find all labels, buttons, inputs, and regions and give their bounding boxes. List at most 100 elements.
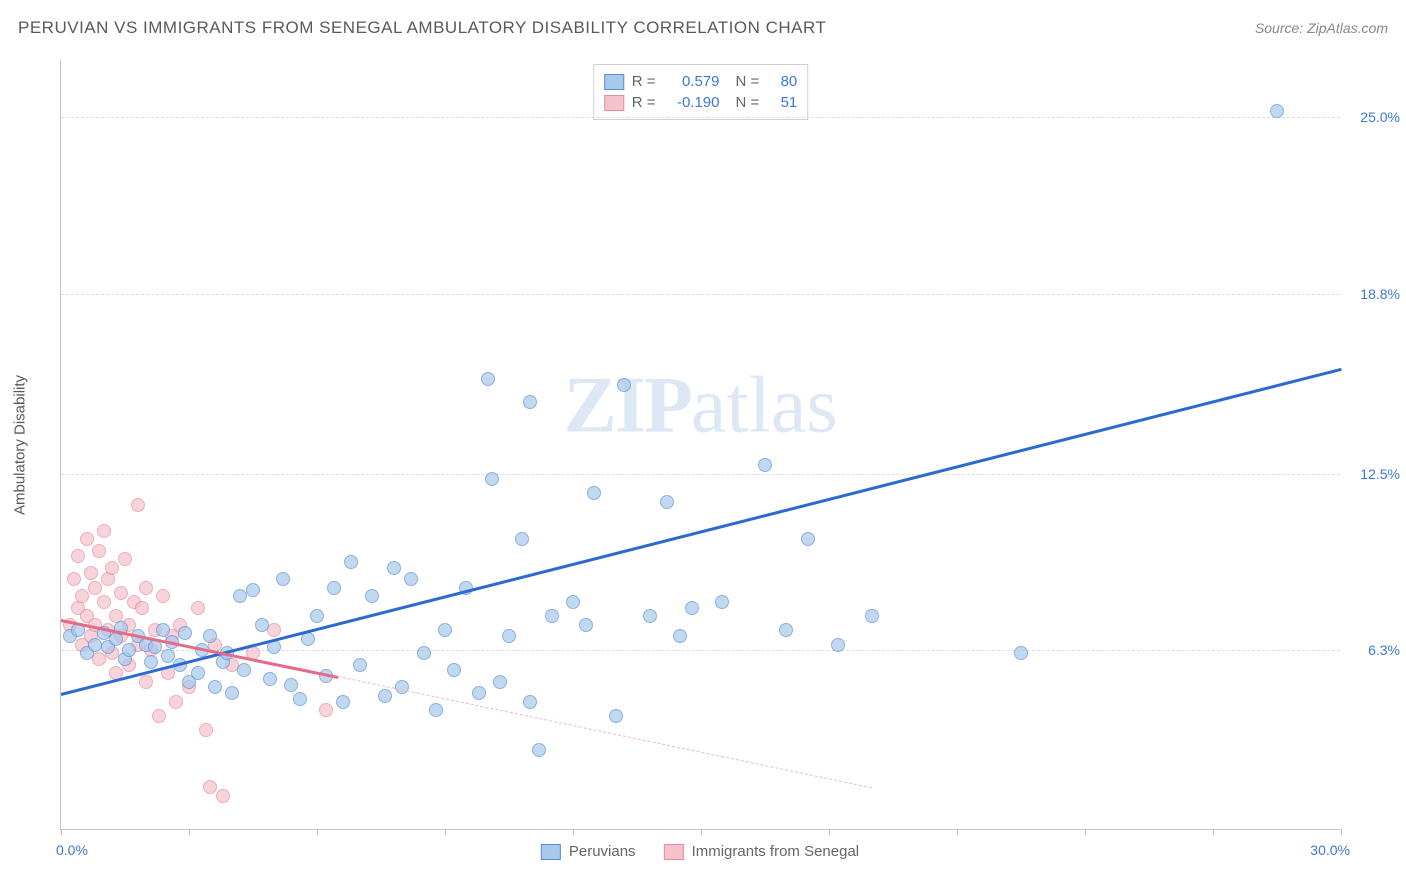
scatter-point-peruvian: [609, 709, 623, 723]
scatter-point-peruvian: [336, 695, 350, 709]
chart-title: PERUVIAN VS IMMIGRANTS FROM SENEGAL AMBU…: [18, 18, 826, 38]
scatter-point-peruvian: [831, 638, 845, 652]
scatter-point-peruvian: [353, 658, 367, 672]
scatter-point-senegal: [199, 723, 213, 737]
scatter-point-peruvian: [365, 589, 379, 603]
scatter-point-senegal: [131, 498, 145, 512]
x-axis-max-label: 30.0%: [1310, 842, 1350, 858]
scatter-point-senegal: [139, 581, 153, 595]
scatter-point-peruvian: [284, 678, 298, 692]
x-tick: [829, 829, 830, 835]
y-tick-label: 6.3%: [1345, 642, 1400, 658]
scatter-point-peruvian: [417, 646, 431, 660]
correlation-stats-box: R =0.579N =80R =-0.190N =51: [593, 64, 809, 120]
scatter-point-peruvian: [122, 643, 136, 657]
legend-label: Immigrants from Senegal: [692, 843, 860, 860]
scatter-point-senegal: [97, 595, 111, 609]
scatter-point-peruvian: [545, 609, 559, 623]
scatter-point-senegal: [75, 589, 89, 603]
scatter-point-peruvian: [225, 686, 239, 700]
r-value: -0.190: [664, 94, 720, 111]
scatter-point-peruvian: [263, 672, 277, 686]
x-tick: [701, 829, 702, 835]
r-value: 0.579: [664, 73, 720, 90]
scatter-point-senegal: [71, 549, 85, 563]
scatter-point-peruvian: [255, 618, 269, 632]
scatter-point-peruvian: [472, 686, 486, 700]
scatter-point-peruvian: [301, 632, 315, 646]
scatter-point-senegal: [118, 552, 132, 566]
scatter-point-peruvian: [685, 601, 699, 615]
scatter-point-peruvian: [485, 472, 499, 486]
source-attribution: Source: ZipAtlas.com: [1255, 20, 1388, 36]
scatter-point-peruvian: [579, 618, 593, 632]
scatter-point-peruvian: [1014, 646, 1028, 660]
r-label: R =: [632, 94, 656, 111]
scatter-point-senegal: [97, 524, 111, 538]
scatter-point-peruvian: [447, 663, 461, 677]
scatter-point-senegal: [267, 623, 281, 637]
n-label: N =: [736, 94, 760, 111]
scatter-point-peruvian: [715, 595, 729, 609]
n-value: 80: [767, 73, 797, 90]
scatter-point-peruvian: [515, 532, 529, 546]
scatter-point-senegal: [169, 695, 183, 709]
x-tick: [957, 829, 958, 835]
scatter-point-peruvian: [246, 583, 260, 597]
legend-item-blue: Peruvians: [541, 843, 636, 860]
scatter-point-peruvian: [566, 595, 580, 609]
scatter-point-peruvian: [429, 703, 443, 717]
scatter-point-peruvian: [327, 581, 341, 595]
scatter-point-peruvian: [643, 609, 657, 623]
scatter-point-senegal: [319, 703, 333, 717]
scatter-point-peruvian: [673, 629, 687, 643]
scatter-point-peruvian: [191, 666, 205, 680]
scatter-point-senegal: [139, 675, 153, 689]
scatter-point-senegal: [92, 544, 106, 558]
scatter-point-peruvian: [178, 626, 192, 640]
trendline-senegal-extrapolated: [338, 676, 872, 788]
x-tick: [573, 829, 574, 835]
scatter-point-peruvian: [865, 609, 879, 623]
scatter-point-peruvian: [387, 561, 401, 575]
gridline: [61, 117, 1340, 118]
chart-area: Ambulatory Disability ZIPatlas R =0.579N…: [60, 60, 1340, 830]
scatter-point-senegal: [105, 561, 119, 575]
scatter-point-peruvian: [293, 692, 307, 706]
scatter-point-senegal: [88, 581, 102, 595]
chart-header: PERUVIAN VS IMMIGRANTS FROM SENEGAL AMBU…: [18, 18, 1388, 38]
scatter-point-senegal: [156, 589, 170, 603]
scatter-point-peruvian: [378, 689, 392, 703]
n-label: N =: [736, 73, 760, 90]
scatter-point-peruvian: [660, 495, 674, 509]
scatter-point-senegal: [191, 601, 205, 615]
trendline-peruvian: [61, 368, 1342, 696]
series-legend: Peruvians Immigrants from Senegal: [541, 843, 859, 860]
scatter-point-peruvian: [237, 663, 251, 677]
scatter-point-senegal: [114, 586, 128, 600]
x-tick: [61, 829, 62, 835]
watermark: ZIPatlas: [564, 361, 838, 452]
scatter-point-peruvian: [203, 629, 217, 643]
scatter-point-peruvian: [144, 655, 158, 669]
scatter-point-peruvian: [208, 680, 222, 694]
scatter-point-peruvian: [523, 695, 537, 709]
legend-label: Peruvians: [569, 843, 636, 860]
scatter-point-peruvian: [779, 623, 793, 637]
scatter-point-senegal: [203, 780, 217, 794]
scatter-point-peruvian: [310, 609, 324, 623]
scatter-point-peruvian: [276, 572, 290, 586]
legend-item-pink: Immigrants from Senegal: [664, 843, 860, 860]
scatter-point-peruvian: [88, 638, 102, 652]
scatter-point-senegal: [152, 709, 166, 723]
scatter-point-peruvian: [404, 572, 418, 586]
gridline: [61, 474, 1340, 475]
y-tick-label: 12.5%: [1345, 466, 1400, 482]
scatter-point-peruvian: [481, 372, 495, 386]
scatter-point-senegal: [80, 532, 94, 546]
gridline: [61, 294, 1340, 295]
x-tick: [1085, 829, 1086, 835]
x-tick: [445, 829, 446, 835]
x-tick: [317, 829, 318, 835]
scatter-point-peruvian: [587, 486, 601, 500]
